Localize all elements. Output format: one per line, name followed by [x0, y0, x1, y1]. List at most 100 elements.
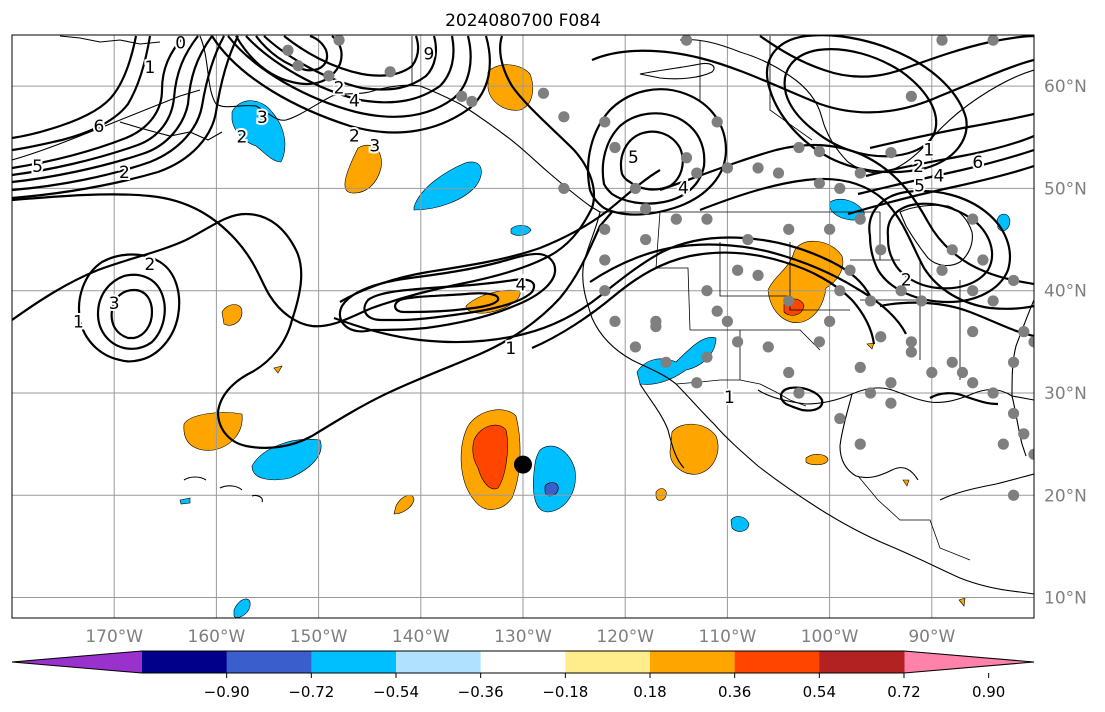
station-marker [660, 356, 672, 368]
station-marker [834, 182, 846, 195]
lon-tick-label: 150°W [290, 627, 348, 647]
station-marker [680, 35, 693, 46]
station-marker [905, 336, 917, 348]
contour-line [886, 202, 994, 290]
contour-line [12, 35, 239, 200]
station-marker [558, 111, 570, 123]
central-america-borders [857, 475, 971, 561]
contour-line [847, 164, 1034, 216]
contour-label: 3 [369, 137, 380, 157]
station-marker [824, 223, 836, 235]
contour-line [12, 35, 138, 140]
lon-tick-label: 120°W [596, 627, 654, 647]
station-marker [333, 35, 345, 46]
station-marker [1007, 489, 1020, 501]
colorbar-cell [650, 651, 736, 673]
positive-anomaly-orange [669, 423, 719, 475]
station-marker [558, 182, 570, 195]
negative-anomaly-blue [233, 598, 251, 618]
contour-line [879, 301, 1034, 338]
positive-anomaly-orange [393, 494, 415, 515]
station-marker [762, 341, 774, 353]
colorbar-tick-label: 0.90 [972, 683, 1005, 701]
siberia-coast [59, 35, 161, 45]
contour-line [283, 35, 420, 77]
contour-line [868, 189, 1012, 304]
station-marker [956, 366, 969, 379]
contour-line [211, 35, 491, 134]
positive-anomaly-red [472, 424, 508, 490]
station-marker [691, 377, 703, 389]
station-marker [650, 315, 662, 327]
station-marker [711, 116, 723, 128]
station-marker [599, 116, 611, 128]
station-marker [905, 90, 917, 102]
contour-label: 5 [628, 148, 639, 168]
station-marker [813, 336, 825, 348]
station-marker [1007, 274, 1020, 287]
contour-line [783, 48, 938, 158]
station-marker [680, 152, 693, 164]
contour-line [12, 35, 225, 192]
positive-anomaly-orange [221, 304, 243, 326]
station-marker [691, 167, 703, 179]
contour-line [96, 273, 166, 350]
contour-line [339, 169, 661, 303]
positive-anomaly-orange [344, 144, 382, 194]
station-marker [701, 213, 713, 225]
contour-line [857, 148, 1034, 196]
station-marker [905, 346, 917, 358]
contour-line [12, 211, 613, 449]
contour-line [929, 392, 999, 406]
station-marker [384, 66, 396, 78]
us-mexico-border [675, 379, 807, 407]
negative-anomaly-blue [179, 497, 191, 505]
station-marker [997, 438, 1009, 450]
contour-line [245, 35, 455, 104]
contour-label: 5 [32, 157, 43, 177]
station-marker [885, 377, 897, 389]
station-marker [987, 35, 999, 46]
colorbar-cell [226, 651, 312, 673]
station-marker [783, 366, 795, 379]
contour-label: 4 [516, 276, 527, 296]
station-marker [793, 387, 805, 399]
station-marker [813, 146, 825, 158]
cuba-coast [939, 473, 1034, 501]
positive-anomaly-orange [958, 597, 966, 607]
colorbar-cell [142, 651, 228, 673]
station-marker [609, 315, 621, 327]
lon-tick-label: 160°W [188, 627, 246, 647]
colorbar-tick-label: −0.18 [542, 683, 588, 701]
colorbar-cell [565, 651, 651, 673]
contour-line [12, 35, 152, 152]
station-marker [640, 233, 652, 246]
lon-tick-label: 110°W [699, 627, 757, 647]
colorbar-cell [734, 651, 820, 673]
contour-label: 6 [972, 153, 983, 173]
colorbar-tick-label: 0.18 [633, 683, 666, 701]
contour-line [699, 177, 1034, 310]
contour-line [12, 35, 185, 170]
contour-label: 2 [349, 126, 360, 146]
contour-line [12, 35, 213, 184]
contour-label: 4 [349, 92, 360, 112]
contour-label: 0 [175, 33, 186, 53]
contour-label: 6 [93, 117, 104, 137]
latitude-tick-labels: 60°N 50°N 40°N 30°N 20°N 10°N [1044, 77, 1087, 608]
station-marker [599, 285, 611, 297]
lat-tick-label: 20°N [1044, 486, 1087, 506]
positive-anomaly-orange [183, 412, 243, 451]
colorbar-tick-label: −0.90 [204, 683, 250, 701]
contour-line [759, 35, 1034, 78]
contour-label: 2 [913, 157, 924, 177]
lat-tick-label: 40°N [1044, 282, 1087, 302]
station-marker [946, 244, 958, 256]
colorbar-outline [11, 650, 1035, 674]
station-marker [701, 351, 713, 363]
station-marker [967, 285, 979, 297]
contour-line [12, 35, 596, 328]
station-marker [854, 167, 866, 179]
